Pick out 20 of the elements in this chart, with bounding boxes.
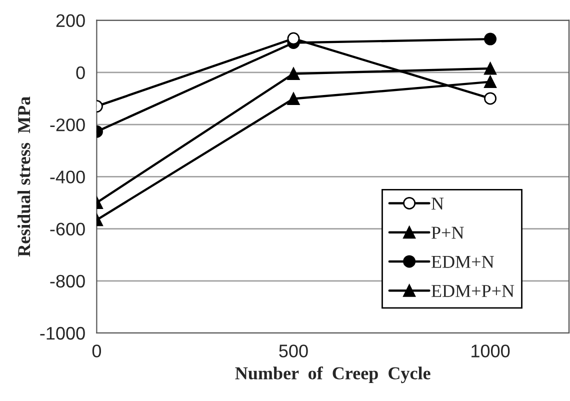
legend-label: EDM+P+N (432, 285, 514, 297)
legend-label: N (432, 198, 444, 210)
y-tick-label: -800 (50, 274, 85, 288)
y-tick-label: -1000 (40, 326, 85, 340)
x-tick-label: 0 (92, 344, 102, 358)
point (484, 32, 497, 46)
point (484, 76, 497, 88)
x-tick-label: 500 (279, 344, 308, 358)
y-tick-label: -600 (50, 222, 85, 236)
y-axis-title: Residual stress MPa (17, 96, 30, 257)
y-tick-label: -400 (50, 170, 85, 184)
y-tick-label: 0 (76, 66, 85, 80)
y-tick-label: -200 (50, 118, 85, 132)
x-tick-label: 1000 (472, 344, 510, 358)
legend-label: EDM+N (432, 256, 494, 268)
point (484, 92, 497, 105)
legend-label: P+N (432, 226, 464, 239)
x-axis-title: Number of Creep Cycle (235, 366, 430, 384)
y-tick-label: 200 (56, 14, 85, 28)
point (484, 62, 497, 75)
